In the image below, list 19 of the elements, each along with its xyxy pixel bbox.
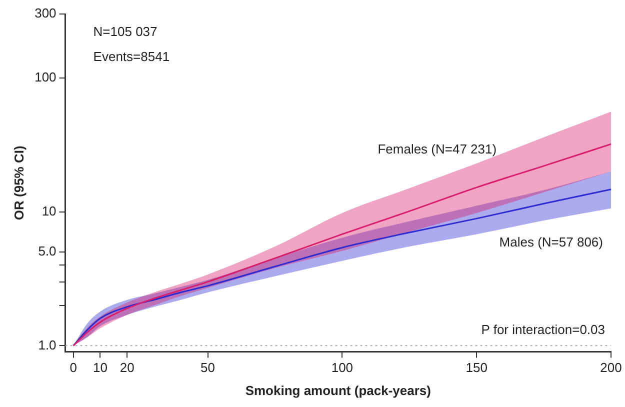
- x-tick-label: 20: [120, 360, 134, 376]
- x-tick-label: 200: [600, 360, 622, 376]
- annotation: N=105 037: [93, 24, 158, 39]
- y-tick-label: 300: [34, 6, 56, 21]
- x-tick-label: 0: [70, 360, 77, 376]
- annotation: P for interaction=0.03: [481, 322, 605, 337]
- x-tick-label: 10: [93, 360, 108, 376]
- series-label: Males (N=57 806): [499, 234, 603, 250]
- y-tick-label: 5.0: [38, 244, 56, 259]
- x-tick-label: 50: [200, 360, 215, 376]
- x-axis-title: Smoking amount (pack-years): [245, 382, 431, 398]
- y-tick-label: 1.0: [38, 337, 56, 352]
- annotation: Events=8541: [93, 49, 170, 64]
- y-axis-title: OR (95% CI): [11, 146, 26, 220]
- x-tick-label: 100: [331, 360, 354, 376]
- x-tick-label: 150: [466, 360, 488, 376]
- series-label: Females (N=47 231): [378, 141, 497, 156]
- y-tick-label: 10: [42, 203, 56, 218]
- y-tick-label: 100: [34, 69, 56, 84]
